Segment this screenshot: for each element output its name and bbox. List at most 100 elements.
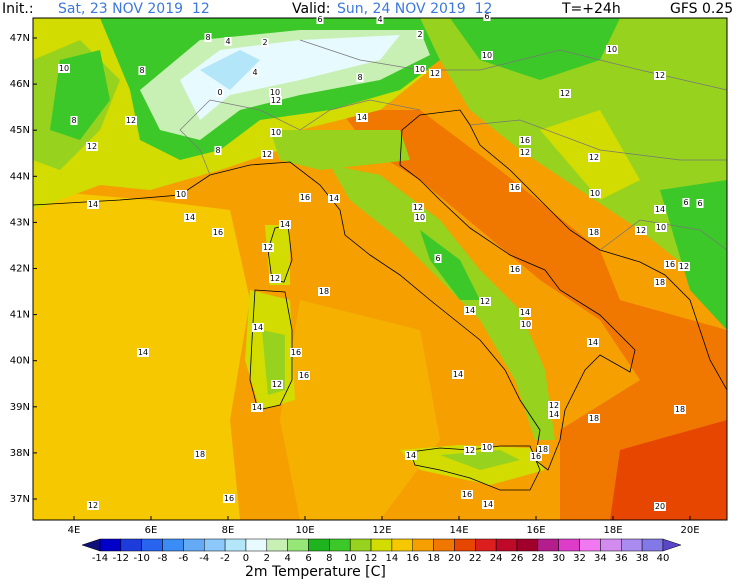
contour-label-bg xyxy=(299,193,311,202)
coastline xyxy=(249,289,293,411)
colorbar-tick-label: 38 xyxy=(636,553,649,564)
contour-label-bg xyxy=(479,297,491,306)
colorbar-tick-label: 24 xyxy=(490,553,503,564)
contour-label: 18 xyxy=(589,228,599,237)
contour-label: 12 xyxy=(272,380,282,389)
contour-label-bg xyxy=(678,262,690,271)
colorbar-title: 2m Temperature [C] xyxy=(245,564,386,580)
contour-label-bg xyxy=(588,228,600,237)
contour-label: 6 xyxy=(484,12,489,21)
lat-label: 42N xyxy=(10,264,30,275)
colorbar-tick-label: 32 xyxy=(573,553,586,564)
colorbar-box xyxy=(370,538,393,552)
valid-value: Sun, 24 NOV 2019 12 xyxy=(337,1,492,17)
contour-label-bg xyxy=(251,68,259,77)
contour-label: 14 xyxy=(253,323,263,332)
contour-label: 16 xyxy=(462,490,472,499)
contour-label: 12 xyxy=(589,153,599,162)
contour-label: 10 xyxy=(415,213,425,222)
contour-label-bg xyxy=(464,306,476,315)
contour-label-bg xyxy=(452,370,464,379)
colorbar-box xyxy=(516,538,539,552)
lat-label: 37N xyxy=(10,494,30,505)
contour-label: 12 xyxy=(87,142,97,151)
contour-label-bg xyxy=(175,190,187,199)
map-fields xyxy=(33,18,727,520)
contour-label-bg xyxy=(655,223,667,232)
contour-label: 16 xyxy=(300,193,310,202)
contour-label: 18 xyxy=(675,405,685,414)
colorbar-box xyxy=(558,538,580,552)
contour-label: 10 xyxy=(59,64,69,73)
colorbar-box xyxy=(329,538,351,552)
colorbar-box xyxy=(495,538,518,552)
contour-label-bg xyxy=(318,287,330,296)
colorbar-box xyxy=(600,538,622,552)
contour-label: 12 xyxy=(262,150,272,159)
contour-label: 14 xyxy=(520,308,530,317)
contour-label-bg xyxy=(682,198,690,207)
contour-label-bg xyxy=(589,189,601,198)
colorbar-box xyxy=(391,538,413,552)
contour-label: 16 xyxy=(531,452,541,461)
colorbar-tick-label: 40 xyxy=(657,553,670,564)
contour-label: 18 xyxy=(195,450,205,459)
contour-label-bg xyxy=(125,116,137,125)
contour-label-bg xyxy=(316,15,324,24)
lat-label: 38N xyxy=(10,448,30,459)
contour-label: 20 xyxy=(655,502,665,511)
contour-label: 12 xyxy=(126,116,136,125)
colorbar-box xyxy=(412,538,434,552)
lon-label: 6E xyxy=(145,525,158,536)
contour-label-bg xyxy=(588,414,600,423)
contour-label-bg xyxy=(58,64,70,73)
colorbar-tick-label: 12 xyxy=(365,553,378,564)
contour-label-bg xyxy=(414,65,426,74)
lon-label: 4E xyxy=(68,525,81,536)
contour-label: 12 xyxy=(520,148,530,157)
contour-label: 16 xyxy=(520,136,530,145)
contour-label: 8 xyxy=(71,116,76,125)
contour-label-bg xyxy=(483,12,491,21)
contour-label-bg xyxy=(548,401,560,410)
contour-label: 14 xyxy=(588,338,598,347)
contour-label-bg xyxy=(548,410,560,419)
colorbar-tick-label: 20 xyxy=(448,553,461,564)
colorbar-tick-label: 22 xyxy=(469,553,482,564)
contour-label-bg xyxy=(194,450,206,459)
lon-label: 10E xyxy=(295,525,314,536)
contour-label: 14 xyxy=(88,200,98,209)
contour-label-bg xyxy=(654,71,666,80)
contour-label: 18 xyxy=(538,445,548,454)
lon-label: 8E xyxy=(222,525,235,536)
lon-label: 16E xyxy=(526,525,545,536)
contour-label-bg xyxy=(414,213,426,222)
contour-label: 10 xyxy=(176,190,186,199)
contour-label: 14 xyxy=(280,220,290,229)
contour-label-bg xyxy=(429,69,441,78)
colorbar-box xyxy=(537,538,559,552)
colorbar-tick-label: -14 xyxy=(92,553,108,564)
contour-label-bg xyxy=(87,501,99,510)
contour-label: 14 xyxy=(483,500,493,509)
contour-label: 16 xyxy=(665,260,675,269)
contour-label: 6 xyxy=(683,198,688,207)
contour-label: 4 xyxy=(377,15,382,24)
contour-label-bg xyxy=(70,116,78,125)
contour-label-bg xyxy=(356,73,364,82)
colorbar-box xyxy=(579,538,601,552)
contour-label: 12 xyxy=(270,274,280,283)
contour-label-bg xyxy=(559,89,571,98)
contour-label: 16 xyxy=(510,265,520,274)
contour-label: 18 xyxy=(319,287,329,296)
contour-label-bg xyxy=(405,451,417,460)
contour-label: 10 xyxy=(415,65,425,74)
colorbar-box xyxy=(475,538,497,552)
lon-label: 12E xyxy=(372,525,391,536)
contour-label-bg xyxy=(262,243,274,252)
colorbar-tick-label: 26 xyxy=(511,553,524,564)
contour-label: 16 xyxy=(291,348,301,357)
contour-label: 12 xyxy=(413,203,423,212)
colorbar-box xyxy=(308,538,330,552)
